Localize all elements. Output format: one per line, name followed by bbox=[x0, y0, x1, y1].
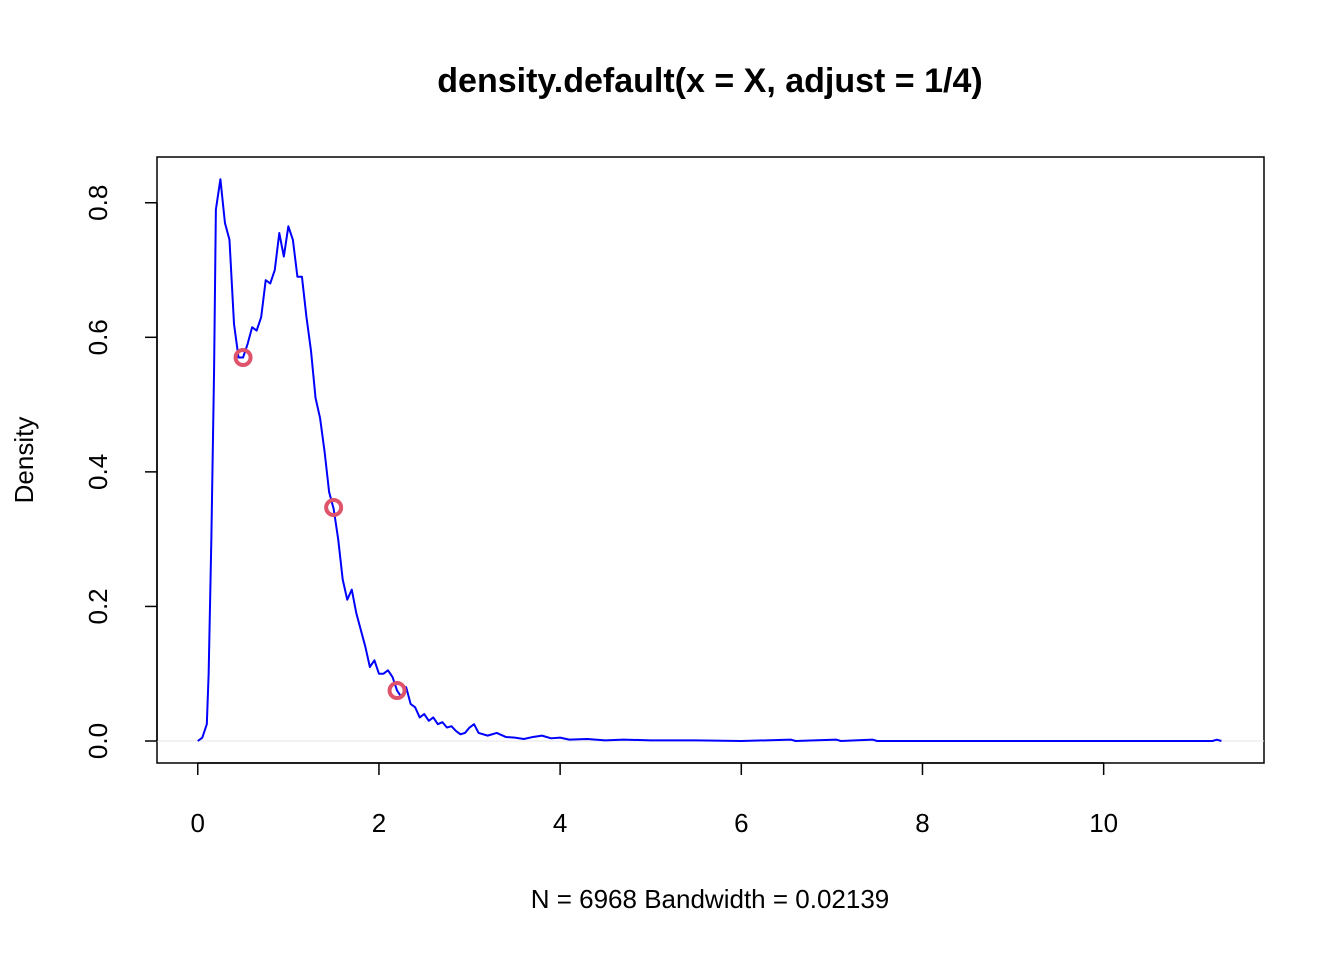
x-tick-label: 4 bbox=[553, 808, 567, 838]
y-tick-label: 0.2 bbox=[83, 588, 113, 624]
highlight-point bbox=[233, 347, 253, 367]
chart-title: density.default(x = X, adjust = 1/4) bbox=[437, 62, 982, 100]
density-line bbox=[197, 178, 1222, 742]
x-tick-label: 2 bbox=[372, 808, 386, 838]
x-tick-label: 8 bbox=[915, 808, 929, 838]
y-tick-label: 0.8 bbox=[83, 185, 113, 221]
highlight-point bbox=[387, 681, 407, 701]
x-axis-label: N = 6968 Bandwidth = 0.02139 bbox=[531, 884, 890, 914]
y-tick-label: 0.0 bbox=[83, 723, 113, 759]
x-tick-label: 10 bbox=[1089, 808, 1118, 838]
y-axis-label: Density bbox=[9, 417, 39, 504]
x-tick-label: 0 bbox=[191, 808, 205, 838]
highlight-point bbox=[324, 498, 344, 518]
y-tick-label: 0.6 bbox=[83, 319, 113, 355]
plot-box bbox=[156, 156, 1265, 764]
x-tick-label: 6 bbox=[734, 808, 748, 838]
y-tick-label: 0.4 bbox=[83, 454, 113, 490]
